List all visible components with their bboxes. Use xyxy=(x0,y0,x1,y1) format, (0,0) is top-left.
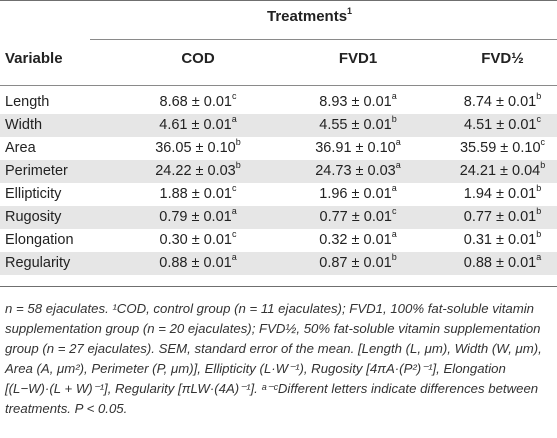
fvd1-column-header: FVD1 xyxy=(338,50,378,67)
table-row: Length 8.68 ± 0.01c 8.93 ± 0.01a 8.74 ± … xyxy=(0,91,557,114)
variable-cell: Area xyxy=(5,140,36,156)
variable-cell: Elongation xyxy=(5,232,74,248)
cod-cell: 0.79 ± 0.01a xyxy=(159,206,237,225)
fvdhalf-cell: 1.94 ± 0.01b xyxy=(463,183,542,202)
variable-cell: Length xyxy=(5,94,50,110)
table-row: Ellipticity 1.88 ± 0.01c 1.96 ± 0.01a 1.… xyxy=(0,183,557,206)
fvd1-cell: 36.91 ± 0.10a xyxy=(315,137,401,156)
fvd1-cell: 1.96 ± 0.01a xyxy=(319,183,397,202)
table-row: Rugosity 0.79 ± 0.01a 0.77 ± 0.01c 0.77 … xyxy=(0,206,557,229)
treatments-underline xyxy=(90,39,557,40)
top-rule xyxy=(0,0,557,1)
variable-cell: Perimeter xyxy=(5,163,68,179)
variable-cell: Width xyxy=(5,117,43,133)
fvdhalf-cell: 0.31 ± 0.01b xyxy=(463,229,542,248)
fvdhalf-column-header: FVD½ xyxy=(481,50,524,67)
treatments-header: Treatments1 xyxy=(267,6,353,26)
fvd1-cell: 4.55 ± 0.01b xyxy=(319,114,397,133)
cod-cell: 8.68 ± 0.01c xyxy=(159,91,237,110)
fvdhalf-cell: 8.74 ± 0.01b xyxy=(463,91,542,110)
table-row: Width 4.61 ± 0.01a 4.55 ± 0.01b 4.51 ± 0… xyxy=(0,114,557,137)
fvdhalf-cell: 4.51 ± 0.01c xyxy=(464,114,541,133)
cod-cell: 36.05 ± 0.10b xyxy=(155,137,241,156)
table-row: Perimeter 24.22 ± 0.03b 24.73 ± 0.03a 24… xyxy=(0,160,557,183)
bottom-rule xyxy=(0,286,557,287)
cod-column-header: COD xyxy=(181,50,215,67)
fvd1-cell: 24.73 ± 0.03a xyxy=(315,160,401,179)
table-row: Area 36.05 ± 0.10b 36.91 ± 0.10a 35.59 ±… xyxy=(0,137,557,160)
cod-cell: 1.88 ± 0.01c xyxy=(159,183,237,202)
cod-cell: 0.30 ± 0.01c xyxy=(159,229,237,248)
fvd1-cell: 0.32 ± 0.01a xyxy=(319,229,397,248)
variable-cell: Rugosity xyxy=(5,209,62,225)
table-footnote: n = 58 ejaculates. ¹COD, control group (… xyxy=(5,301,542,416)
fvdhalf-cell: 0.88 ± 0.01a xyxy=(463,252,542,271)
header-rule xyxy=(0,85,557,86)
fvdhalf-cell: 0.77 ± 0.01b xyxy=(463,206,542,225)
variable-cell: Regularity xyxy=(5,255,71,271)
cod-cell: 24.22 ± 0.03b xyxy=(155,160,241,179)
cod-cell: 0.88 ± 0.01a xyxy=(159,252,237,271)
fvd1-cell: 8.93 ± 0.01a xyxy=(319,91,397,110)
fvd1-cell: 0.87 ± 0.01b xyxy=(319,252,397,271)
table-row: Regularity 0.88 ± 0.01a 0.87 ± 0.01b 0.8… xyxy=(0,252,557,275)
fvd1-cell: 0.77 ± 0.01c xyxy=(319,206,397,225)
table-row: Elongation 0.30 ± 0.01c 0.32 ± 0.01a 0.3… xyxy=(0,229,557,252)
fvdhalf-cell: 35.59 ± 0.10c xyxy=(459,137,546,156)
variable-column-header: Variable xyxy=(5,50,63,67)
fvdhalf-cell: 24.21 ± 0.04b xyxy=(459,160,546,179)
variable-cell: Ellipticity xyxy=(5,186,62,202)
cod-cell: 4.61 ± 0.01a xyxy=(159,114,237,133)
